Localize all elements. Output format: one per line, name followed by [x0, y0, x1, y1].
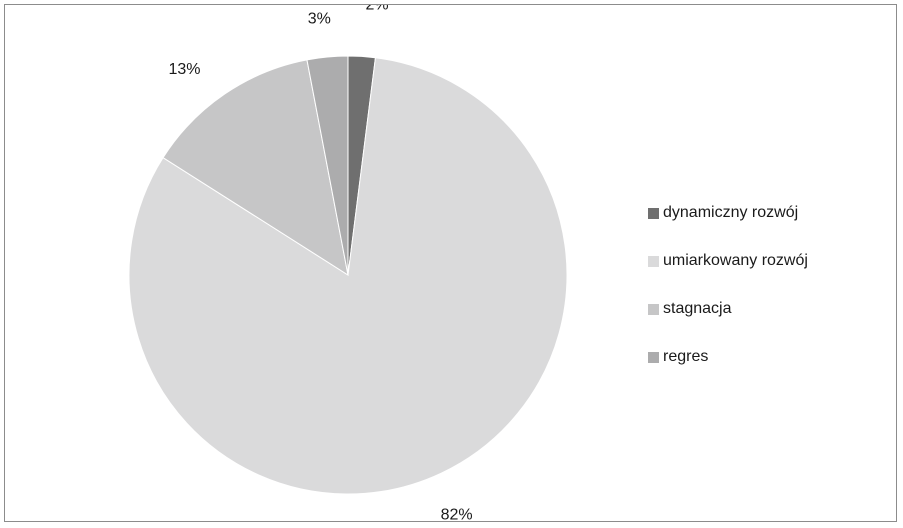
- legend-label: umiarkowany rozwój: [663, 252, 808, 269]
- legend-label: dynamiczny rozwój: [663, 204, 799, 221]
- legend-swatch: [648, 207, 659, 219]
- legend-label: regres: [663, 348, 709, 365]
- pie-slice-3: [162, 59, 349, 277]
- data-label-1: 2%: [366, 5, 389, 14]
- pie-slice-4: [306, 55, 349, 276]
- data-label-4: 3%: [308, 10, 331, 27]
- chart-legend: dynamiczny rozwój umiarkowany rozwój sta…: [648, 201, 808, 393]
- pie-chart: 2% 82% 13% 3%: [128, 5, 568, 523]
- legend-swatch: [648, 255, 659, 267]
- data-label-3: 13%: [168, 61, 200, 78]
- legend-swatch: [648, 303, 659, 315]
- legend-swatch: [648, 351, 659, 363]
- pie-slice-2: [128, 57, 568, 495]
- legend-item-regres: regres: [648, 345, 808, 369]
- legend-label: stagnacja: [663, 300, 732, 317]
- data-label-2: 82%: [441, 506, 473, 523]
- chart-frame: 2% 82% 13% 3% dynamiczny rozwój umiarkowany…: [4, 4, 897, 523]
- legend-item-stagnacja: stagnacja: [648, 297, 808, 321]
- legend-item-umiarkowany-rozwoj: umiarkowany rozwój: [648, 249, 808, 273]
- legend-item-dynamiczny-rozwoj: dynamiczny rozwój: [648, 201, 808, 225]
